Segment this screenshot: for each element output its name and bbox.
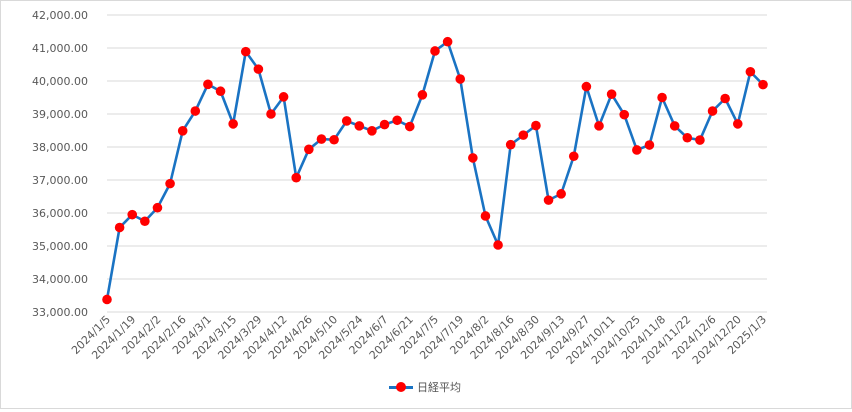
data-point [367,126,377,136]
data-point [480,211,491,221]
data-point [215,86,226,97]
data-point [102,294,112,305]
data-point [695,135,705,145]
data-point [442,36,453,47]
data-point [240,46,251,57]
data-point [455,74,466,84]
data-point [114,222,125,233]
data-point [392,115,402,126]
y-tick-label: 33,000.00 [32,306,88,319]
legend: 日経平均 [389,379,461,395]
y-tick-label: 34,000.00 [32,273,88,286]
legend-marker [389,381,413,393]
y-tick-label: 38,000.00 [32,141,88,154]
data-point [556,189,566,199]
y-tick-label: 39,000.00 [32,108,88,121]
data-point [568,151,579,162]
x-axis-labels: 2024/1/52024/1/192024/2/22024/2/162024/3… [69,313,769,367]
data-point [581,81,592,92]
data-point [291,172,302,183]
data-point [657,92,667,103]
data-point [341,116,352,126]
data-point [720,93,730,104]
y-axis-labels: 33,000.00 34,000.00 35,000.00 36,000.00 37,0… [32,9,88,319]
data-point [468,153,478,163]
data-point [505,139,516,150]
data-point [417,90,428,100]
data-point [732,119,743,129]
gridlines [107,14,767,313]
data-point [304,144,314,155]
legend-label: 日経平均 [417,381,461,394]
data-point [606,89,617,99]
data-point [379,119,390,130]
data-point [228,119,238,129]
data-point [493,240,503,250]
data-point [644,140,655,150]
data-point [594,121,604,131]
data-point [531,120,541,131]
data-point [619,109,630,120]
y-tick-label: 40,000.00 [32,75,88,88]
data-point [404,121,415,132]
y-tick-label: 37,000.00 [32,174,88,187]
data-point [140,216,150,227]
data-point [165,178,175,189]
data-point [707,106,718,116]
data-point [177,126,188,136]
data-point [430,46,440,56]
data-point [518,130,529,140]
data-point [632,145,642,155]
data-point [758,79,768,90]
data-point [266,109,276,119]
y-tick-label: 41,000.00 [32,42,88,55]
data-point [278,92,289,102]
data-point [190,106,201,116]
data-point [316,134,327,144]
data-point [543,195,554,205]
data-point [127,209,138,220]
data-point [669,121,680,131]
y-tick-label: 36,000.00 [32,207,88,220]
data-point [152,202,163,213]
series-nikkei [102,36,768,305]
data-point [203,79,213,90]
data-point [682,132,693,143]
data-point [354,121,365,131]
data-point [329,134,339,145]
y-tick-label: 35,000.00 [32,240,88,253]
data-point [253,64,264,74]
data-point [745,66,756,77]
y-tick-label: 42,000.00 [32,9,88,22]
